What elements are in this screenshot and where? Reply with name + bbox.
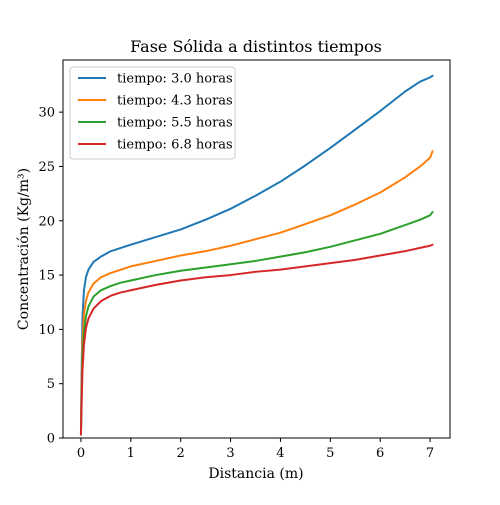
y-tick-label: 30	[38, 106, 55, 121]
axes-frame	[62, 59, 451, 439]
x-tick-label: 3	[226, 446, 234, 461]
y-axis-title: Concentración (Kg/m³)	[16, 168, 32, 330]
series-line-4	[79, 243, 434, 436]
y-tick-label: 25	[38, 160, 55, 175]
x-axis: 0 1 2 3 4 5 6 7	[77, 438, 434, 461]
x-tick-label: 0	[77, 446, 85, 461]
y-tick-label: 20	[38, 214, 55, 229]
series-layer	[79, 74, 434, 436]
x-tick-label: 1	[127, 446, 135, 461]
legend-label: tiempo: 3.0 horas	[117, 72, 233, 87]
legend-label: tiempo: 4.3 horas	[117, 94, 233, 109]
x-tick-label: 2	[177, 446, 185, 461]
series-line-3	[79, 211, 434, 436]
legend-label: tiempo: 6.8 horas	[117, 138, 233, 153]
y-axis: 0 5 10 15 20 25 30	[38, 106, 63, 447]
y-tick-label: 0	[47, 432, 55, 447]
x-tick-label: 4	[276, 446, 284, 461]
y-tick-label: 5	[47, 377, 55, 392]
x-tick-label: 7	[426, 446, 434, 461]
y-tick-label: 10	[38, 323, 55, 338]
x-axis-title: Distancia (m)	[208, 466, 303, 482]
series-line-2	[79, 150, 434, 435]
x-tick-label: 5	[326, 446, 334, 461]
legend-box	[69, 66, 236, 160]
x-tick-label: 6	[376, 446, 384, 461]
chart-title: Fase Sólida a distintos tiempos	[130, 37, 382, 56]
series-line-1	[79, 74, 434, 434]
y-tick-label: 15	[38, 269, 55, 284]
legend-label: tiempo: 5.5 horas	[117, 116, 233, 131]
legend: tiempo: 3.0 horas tiempo: 4.3 horas tiempo…	[69, 66, 236, 160]
